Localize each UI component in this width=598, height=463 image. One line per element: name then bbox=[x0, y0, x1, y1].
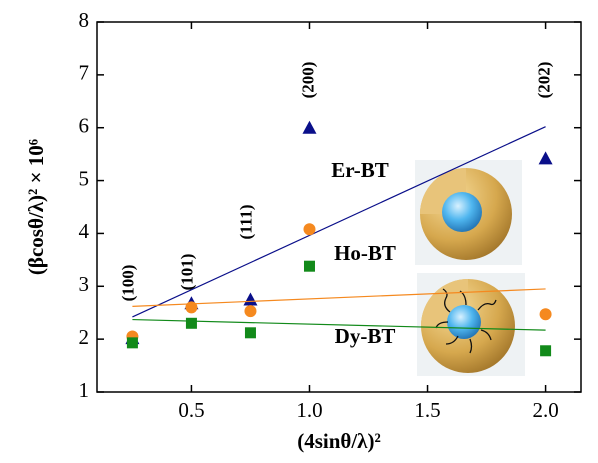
fit-line bbox=[132, 318, 546, 331]
y-tick-label: 7 bbox=[79, 61, 90, 85]
y-tick-label: 8 bbox=[79, 8, 90, 32]
square-marker bbox=[303, 260, 315, 272]
square-marker bbox=[185, 317, 197, 329]
circle-marker bbox=[303, 223, 316, 236]
x-tick-label: 1.0 bbox=[296, 398, 322, 422]
square-marker bbox=[126, 337, 138, 349]
circle-marker bbox=[539, 308, 552, 321]
plot-frame bbox=[96, 21, 582, 393]
x-tick-label: 1.5 bbox=[414, 398, 440, 422]
circle-marker bbox=[185, 301, 198, 314]
y-tick-label: 4 bbox=[79, 219, 90, 243]
triangle-marker bbox=[302, 120, 317, 134]
series-label: Dy-BT bbox=[335, 324, 396, 348]
peak-annotation: (200) bbox=[298, 62, 317, 99]
core-shell-image bbox=[417, 273, 525, 376]
triangle-marker bbox=[538, 151, 553, 165]
fit-line bbox=[132, 288, 546, 307]
fit-line bbox=[132, 126, 546, 318]
y-tick-label: 6 bbox=[79, 114, 90, 138]
circle-marker bbox=[244, 305, 257, 318]
peak-annotation: (100) bbox=[118, 265, 137, 302]
square-marker bbox=[540, 345, 552, 357]
x-tick-label: 2.0 bbox=[532, 398, 558, 422]
y-tick-label: 5 bbox=[79, 166, 90, 190]
peak-annotation: (111) bbox=[236, 205, 255, 240]
series-label: Er-BT bbox=[331, 158, 389, 182]
triangle-marker bbox=[243, 292, 258, 306]
y-tick-label: 1 bbox=[79, 378, 90, 402]
x-axis-label: (4sinθ/λ)² bbox=[297, 429, 381, 453]
series-label: Ho-BT bbox=[334, 241, 396, 265]
square-marker bbox=[244, 327, 256, 339]
peak-annotation: (202) bbox=[534, 62, 553, 99]
core-shell-image bbox=[415, 160, 522, 265]
y-tick-label: 3 bbox=[79, 272, 90, 296]
x-tick-label: 0.5 bbox=[178, 398, 204, 422]
y-axis-label: (βcosθ/λ)² × 10⁶ bbox=[24, 139, 48, 275]
peak-annotation: (101) bbox=[177, 254, 196, 291]
y-tick-label: 2 bbox=[79, 325, 90, 349]
